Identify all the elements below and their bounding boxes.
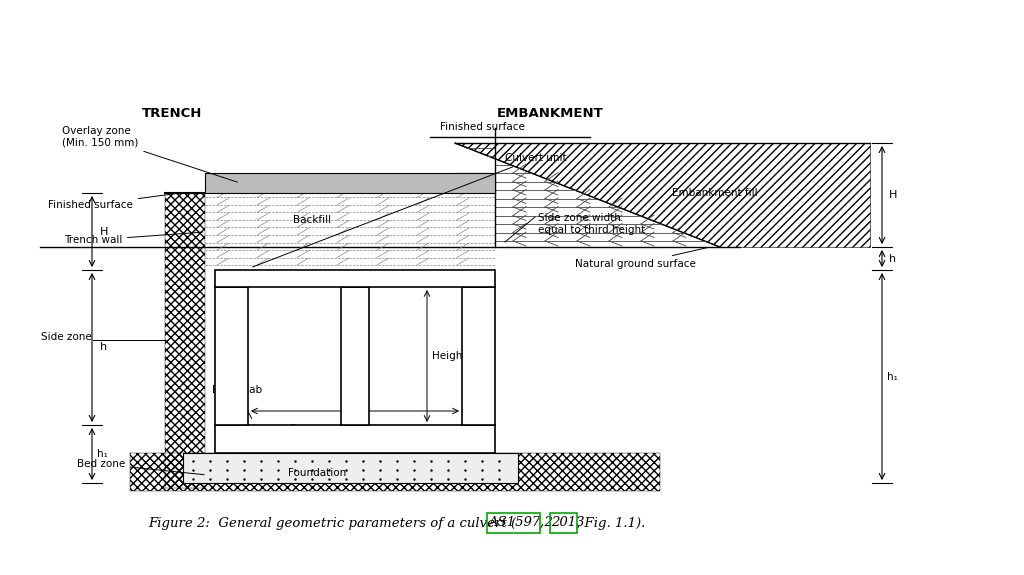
Text: Height: Height — [432, 351, 467, 361]
Bar — [487, 513, 540, 533]
Text: Figure 2:  General geometric parameters of a culvert (: Figure 2: General geometric parameters o… — [148, 516, 516, 530]
Text: Trench wall: Trench wall — [63, 232, 202, 245]
Text: h₁: h₁ — [887, 371, 898, 381]
Text: h: h — [100, 343, 108, 352]
Text: Overlay zone
(Min. 150 mm): Overlay zone (Min. 150 mm) — [62, 126, 238, 182]
Bar — [183, 453, 518, 483]
Bar — [215, 270, 495, 287]
Text: ,: , — [539, 516, 547, 530]
Text: Embankment fill: Embankment fill — [672, 188, 758, 198]
Text: Side zone width
equal to third height: Side zone width equal to third height — [538, 213, 645, 235]
Text: h₁: h₁ — [97, 449, 108, 459]
Text: Finished surface: Finished surface — [439, 122, 524, 132]
Text: Backfill: Backfill — [293, 215, 331, 225]
Text: , Fig. 1.1).: , Fig. 1.1). — [577, 516, 646, 530]
Text: Culvert unit: Culvert unit — [253, 153, 566, 267]
Text: h: h — [889, 254, 896, 263]
Bar — [215, 425, 495, 453]
Text: 2013: 2013 — [551, 516, 585, 530]
Text: Finished surface: Finished surface — [48, 193, 177, 210]
Text: Side zone: Side zone — [41, 332, 92, 342]
Bar — [341, 287, 369, 425]
Text: TRENCH: TRENCH — [141, 107, 202, 120]
Text: Foundation: Foundation — [288, 468, 346, 478]
Text: H: H — [889, 190, 897, 200]
Text: Base slab: Base slab — [212, 385, 262, 419]
Bar — [462, 287, 495, 425]
Text: Bed zone: Bed zone — [77, 459, 204, 475]
Text: AS1597.2: AS1597.2 — [488, 516, 553, 530]
Text: Natural ground surface: Natural ground surface — [575, 248, 708, 269]
Bar — [205, 173, 495, 193]
Text: H: H — [100, 227, 109, 236]
Bar — [215, 287, 248, 425]
Text: EMBANKMENT: EMBANKMENT — [497, 107, 603, 120]
Bar — [550, 513, 578, 533]
Text: Span: Span — [290, 424, 315, 434]
